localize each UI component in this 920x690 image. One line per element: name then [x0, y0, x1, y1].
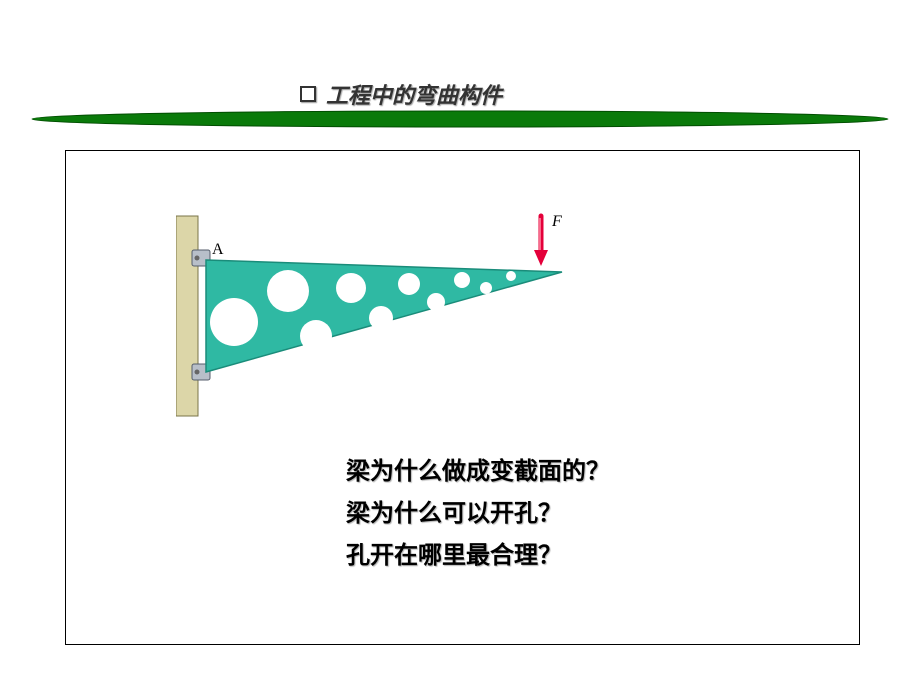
- divider-ellipse: [30, 108, 890, 130]
- questions-block: 梁为什么做成变截面的？ 梁为什么可以开孔？ 孔开在哪里最合理？: [346, 451, 610, 577]
- beam-hole: [369, 306, 393, 330]
- beam-hole: [506, 271, 516, 281]
- beam-diagram: A F: [176, 206, 606, 436]
- page-title: 工程中的弯曲构件: [326, 78, 502, 110]
- title-row: 工程中的弯曲构件: [300, 78, 502, 110]
- beam-hole: [267, 270, 309, 312]
- beam-hole: [210, 298, 258, 346]
- label-f: F: [551, 213, 562, 230]
- beam-hole: [398, 273, 420, 295]
- force-arrow: [534, 216, 548, 266]
- beam-hole: [336, 273, 366, 303]
- content-frame: A F 梁为什么做成变截面的？ 梁为什么可以开孔？ 孔开在哪里最合理？: [65, 150, 860, 645]
- question-3: 孔开在哪里最合理？: [346, 535, 610, 577]
- beam-hole: [300, 320, 332, 352]
- square-bullet-icon: [300, 86, 316, 102]
- beam-hole: [480, 282, 492, 294]
- wall: [176, 216, 198, 416]
- beam-hole: [427, 293, 445, 311]
- question-2: 梁为什么可以开孔？: [346, 493, 610, 535]
- label-a: A: [212, 241, 224, 258]
- header: 工程中的弯曲构件: [0, 0, 920, 120]
- question-1: 梁为什么做成变截面的？: [346, 451, 610, 493]
- beam-hole: [454, 272, 470, 288]
